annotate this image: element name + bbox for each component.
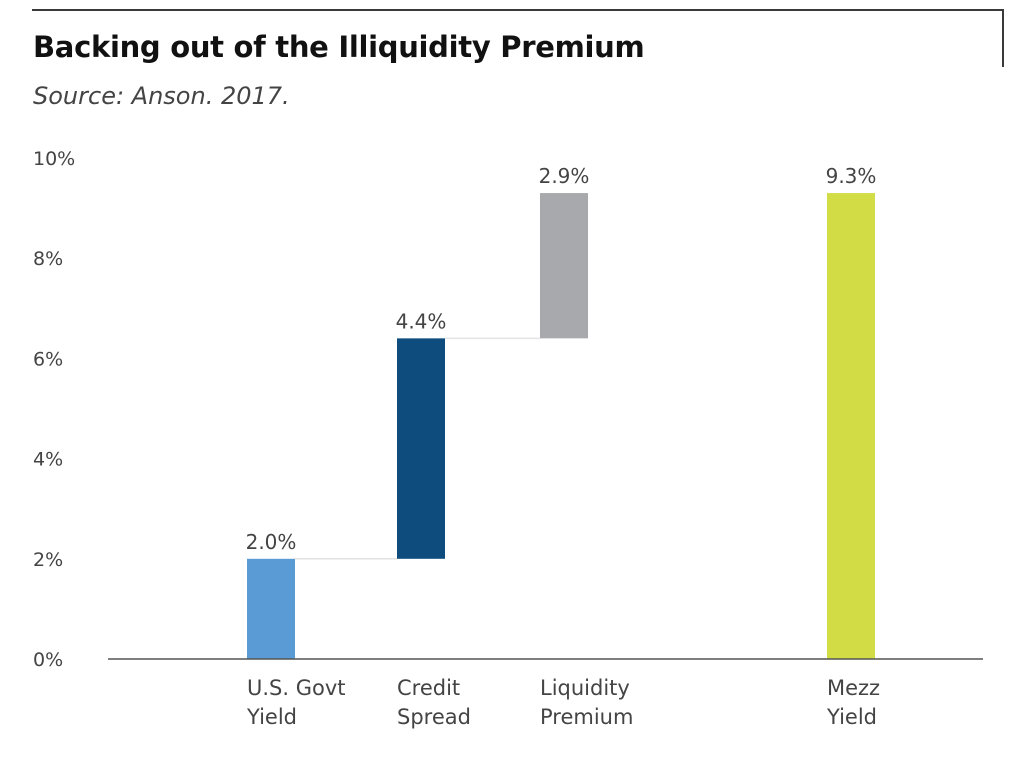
bar	[247, 558, 295, 659]
y-tick-label: 2%	[33, 549, 63, 571]
bars	[247, 193, 875, 659]
chart-title: Backing out of the Illiquidity Premium	[33, 30, 645, 64]
category-label: Mezz Yield	[826, 676, 880, 729]
y-tick-label: 10%	[33, 148, 75, 170]
frame-right-border	[1002, 9, 1004, 67]
y-tick-label: 8%	[33, 248, 63, 270]
y-axis-ticks: 0% 2% 4% 6% 8% 10%	[33, 148, 75, 671]
value-label: 4.4%	[396, 309, 447, 333]
bar	[827, 193, 875, 659]
chart-subtitle: Source: Anson. 2017.	[33, 82, 290, 110]
category-label: Credit Spread	[397, 676, 471, 729]
bar	[397, 338, 445, 559]
y-tick-label: 6%	[33, 348, 63, 370]
frame-top-border	[32, 9, 1004, 11]
value-label: 2.9%	[539, 164, 590, 188]
connector-lines	[295, 337, 540, 560]
bar	[540, 193, 588, 339]
value-labels: 2.0% 4.4% 2.9% 9.3%	[246, 164, 877, 554]
value-label: 2.0%	[246, 530, 297, 554]
value-label: 9.3%	[826, 164, 877, 188]
category-label: Liquidity Premium	[540, 676, 633, 729]
category-labels: U.S. Govt Yield Credit Spread Liquidity Premi…	[246, 676, 880, 729]
category-label: U.S. Govt Yield	[246, 676, 346, 729]
y-tick-label: 4%	[33, 449, 63, 471]
y-tick-label: 0%	[33, 649, 63, 671]
